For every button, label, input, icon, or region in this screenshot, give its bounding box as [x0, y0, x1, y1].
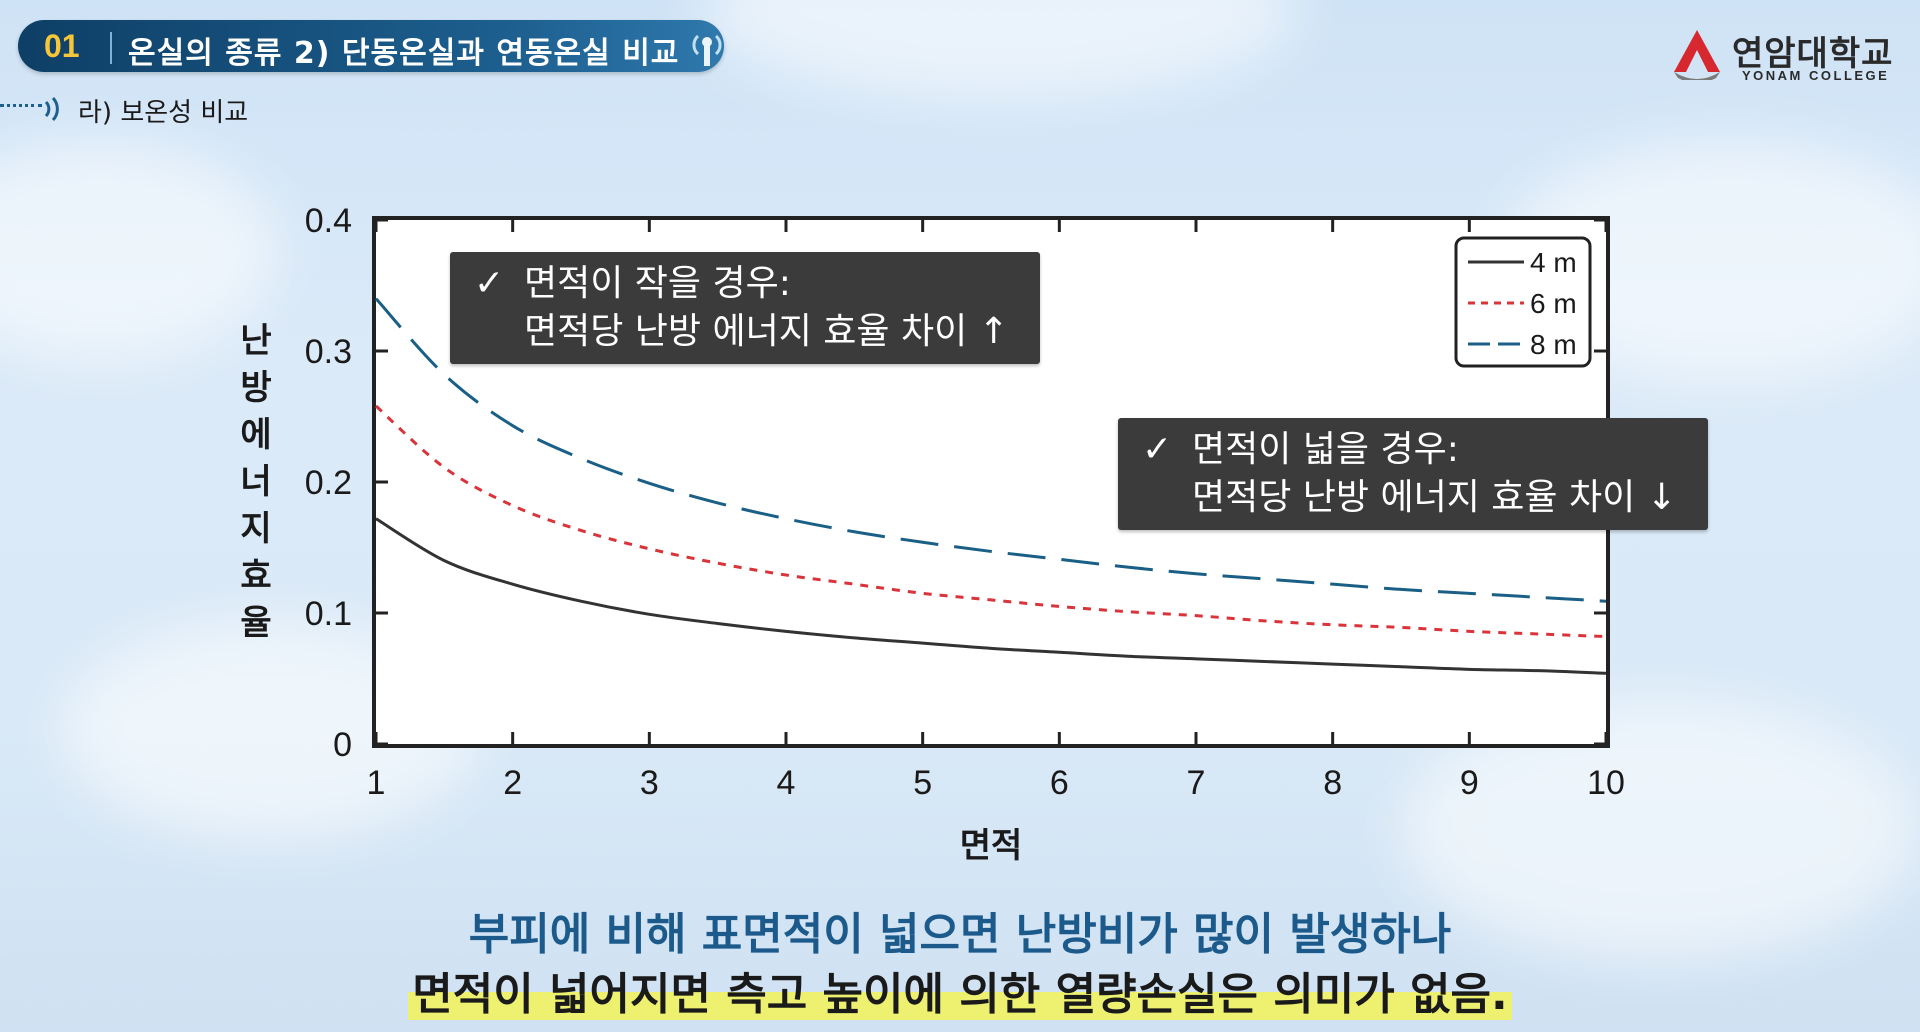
background-cloud [0, 140, 280, 360]
x-axis-label: 면적 [959, 826, 1023, 866]
x-tick-label: 6 [1050, 764, 1069, 802]
x-tick-label: 1 [367, 764, 386, 802]
header-bar [18, 20, 724, 72]
check-icon: ✓ [1142, 429, 1173, 470]
section-subtitle: 라) 보온성 비교 [78, 98, 249, 128]
x-tick-label: 8 [1323, 764, 1342, 802]
header-divider [110, 32, 112, 64]
callout-line: 면적당 난방 에너지 효율 차이 ↑ [524, 311, 1009, 352]
x-tick-label: 9 [1460, 764, 1479, 802]
series-line-8m [374, 297, 1607, 603]
yonam-logo-icon [1674, 30, 1720, 80]
series-line-6m [374, 404, 1607, 639]
subtitle-dotted-line [0, 104, 42, 107]
y-axis-label: 난방에너지효율 [240, 321, 272, 643]
signal-icon [44, 96, 59, 122]
check-icon: ✓ [474, 263, 505, 304]
callout-line: 면적이 넓을 경우: [1192, 429, 1459, 470]
y-tick-label: 0 [333, 726, 352, 764]
y-tick-label: 0.1 [305, 595, 352, 633]
callout-line: 면적당 난방 에너지 효율 차이 ↓ [1192, 477, 1677, 518]
logo-name: 연암대학교 [1732, 34, 1894, 74]
x-tick-label: 2 [503, 764, 522, 802]
x-tick-label: 5 [913, 764, 932, 802]
section-number: 01 [44, 28, 80, 64]
highlighted-summary: 면적이 넓어지면 측고 높이에 의한 열량손실은 의미가 없음. [408, 969, 1512, 1020]
y-tick-label: 0.3 [305, 333, 352, 371]
antenna-icon [692, 34, 722, 66]
legend-label: 4 m [1530, 247, 1577, 278]
x-tick-label: 3 [640, 764, 659, 802]
summary-line-1: 부피에 비해 표면적이 넓으면 난방비가 많이 발생하나 [468, 909, 1452, 960]
y-tick-label: 0.2 [305, 464, 352, 502]
x-tick-label: 7 [1187, 764, 1206, 802]
summary-line-2: 면적이 넓어지면 측고 높이에 의한 열량손실은 의미가 없음. [0, 958, 1920, 1022]
logo-subtitle: YONAM COLLEGE [1742, 68, 1890, 83]
callout-line: 면적이 작을 경우: [524, 263, 791, 304]
x-tick-label: 10 [1587, 764, 1625, 802]
callout-large-area: ✓ 면적이 넓을 경우: 면적당 난방 에너지 효율 차이 ↓ [1118, 418, 1708, 530]
y-tick-label: 0.4 [305, 202, 352, 240]
legend-label: 6 m [1530, 288, 1577, 319]
series-line-4m [375, 517, 1607, 675]
x-tick-label: 4 [777, 764, 796, 802]
page-title: 온실의 종류 2) 단동온실과 연동온실 비교 [128, 36, 680, 71]
callout-small-area: ✓ 면적이 작을 경우: 면적당 난방 에너지 효율 차이 ↑ [450, 252, 1040, 364]
legend-label: 8 m [1530, 329, 1577, 360]
